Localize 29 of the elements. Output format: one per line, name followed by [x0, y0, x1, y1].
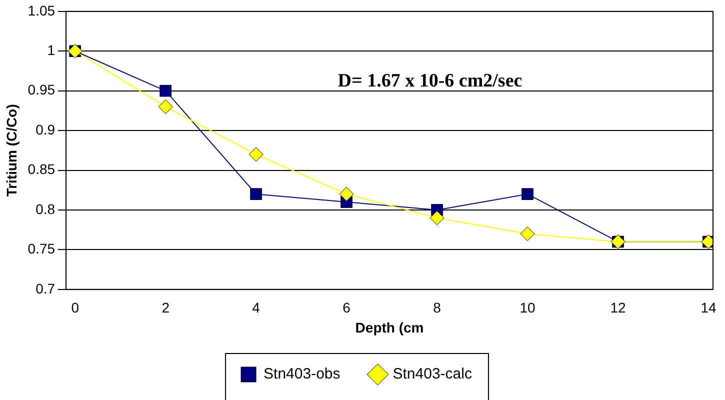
point	[520, 226, 535, 242]
x-tick-label: 10	[520, 300, 536, 316]
x-axis-title: Depth (cm	[355, 319, 424, 336]
y-tick-label: 0.8	[36, 200, 56, 217]
point	[158, 99, 173, 114]
x-tick-label: 6	[342, 300, 351, 316]
y-axis-title: Tritium (C/Co)	[3, 104, 20, 197]
point	[248, 147, 264, 162]
y-tick-label: 0.95	[28, 82, 56, 98]
x-tick-label: 2	[162, 300, 170, 316]
point	[339, 186, 354, 202]
y-tick-label: 0.85	[28, 161, 56, 178]
y-tick-label: 0.7	[36, 280, 56, 296]
point	[250, 188, 262, 200]
y-tick-label: 0.75	[28, 240, 56, 257]
x-tick-label: 14	[700, 300, 716, 316]
annotation: D= 1.67 x 10-6 cm2/sec	[338, 70, 522, 92]
point	[522, 188, 534, 200]
y-tick-label: 0.9	[36, 121, 56, 138]
legend-label: Stn403-obs	[264, 366, 340, 383]
y-tick-label: 1.05	[28, 2, 56, 18]
point	[430, 210, 444, 226]
x-tick-label: 12	[610, 300, 626, 316]
point	[160, 84, 172, 97]
x-tick-label: 8	[433, 300, 442, 316]
x-tick-label: 4	[252, 300, 260, 316]
y-tick-label: 1	[47, 42, 56, 58]
x-tick-label: 0	[71, 300, 80, 316]
legend-label: Stn403-calc	[392, 366, 472, 383]
